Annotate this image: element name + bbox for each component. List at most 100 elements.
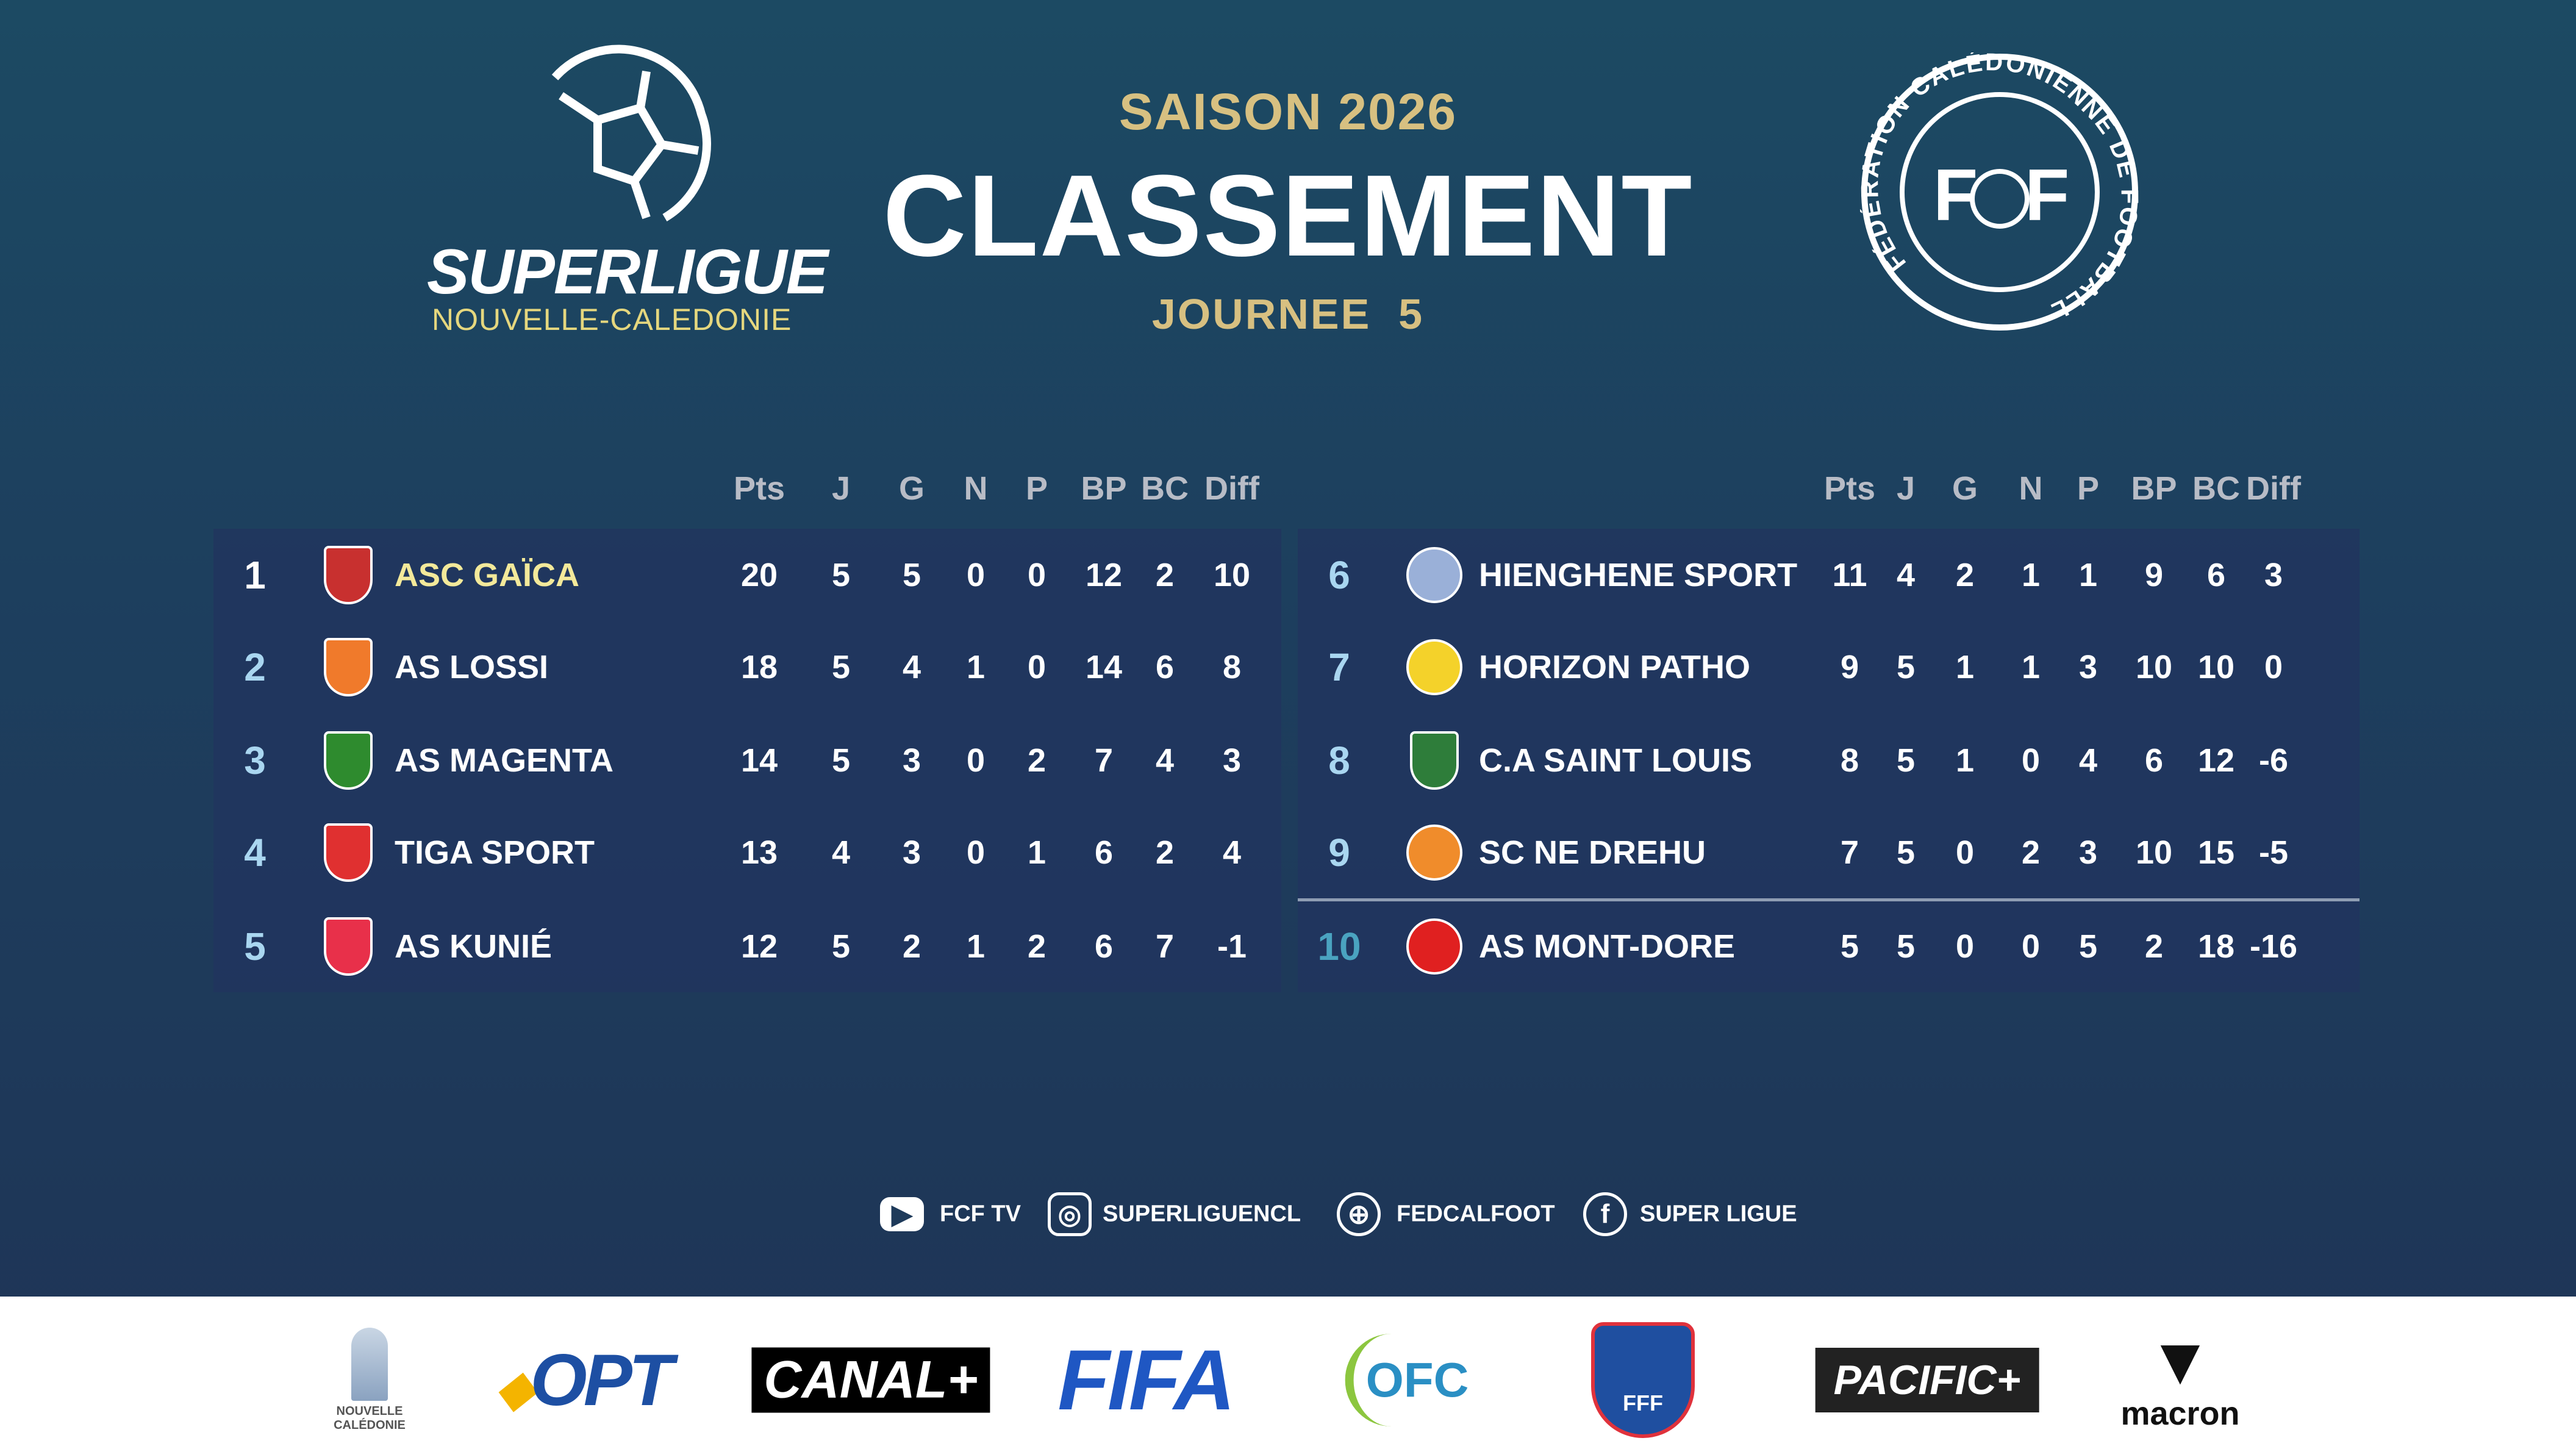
matchday-label: JOURNEE 5 <box>1151 290 1425 338</box>
stat-g: 0 <box>1955 928 1975 965</box>
stat-bc: 4 <box>1155 742 1175 779</box>
team-rank: 7 <box>1328 645 1350 689</box>
stat-p: 1 <box>1027 834 1046 871</box>
team-name: HORIZON PATHO <box>1479 649 1750 685</box>
stat-bc: 2 <box>1155 834 1175 871</box>
social-label: FEDCALFOOT <box>1397 1201 1555 1227</box>
stat-bc: 18 <box>2197 928 2235 965</box>
stat-diff: 8 <box>1222 649 1242 685</box>
team-name: TIGA SPORT <box>395 834 595 871</box>
stat-p: 5 <box>2078 928 2098 965</box>
stat-p: 4 <box>2078 742 2098 779</box>
stat-bp: 6 <box>1094 834 1114 871</box>
stat-j: 5 <box>1896 742 1916 779</box>
stat-pts: 12 <box>740 928 778 965</box>
team-name: ASC GAÏCA <box>395 557 580 593</box>
column-header-p: P <box>1025 470 1048 507</box>
instagram-icon: ◎ <box>1048 1192 1092 1236</box>
column-header-g: G <box>898 470 925 507</box>
globe-icon: ⊕ <box>1337 1192 1381 1236</box>
stat-bc: 7 <box>1155 928 1175 965</box>
tiga-crest-icon <box>324 823 373 882</box>
svg-text:F: F <box>2025 154 2069 236</box>
stat-g: 3 <box>902 742 921 779</box>
mont-dore-crest-icon <box>1406 918 1462 975</box>
stat-pts: 9 <box>1840 649 1859 685</box>
stat-p: 3 <box>2078 649 2098 685</box>
stat-p: 2 <box>1027 742 1046 779</box>
sponsor-fff: FFF <box>1591 1322 1695 1438</box>
relegation-divider <box>1298 898 2360 901</box>
stat-g: 1 <box>1955 649 1975 685</box>
lossi-crest-icon <box>324 638 373 696</box>
stat-n: 0 <box>966 557 986 593</box>
ne-drehu-crest-icon <box>1406 825 1462 881</box>
stat-g: 0 <box>1955 834 1975 871</box>
kunie-crest-icon <box>324 917 373 976</box>
column-header-diff: Diff <box>1204 470 1259 507</box>
stat-diff: 3 <box>2264 557 2283 593</box>
saint-louis-crest-icon <box>1410 731 1459 790</box>
superligue-logo: SUPERLIGUE NOUVELLE-CALEDONIE <box>427 41 828 340</box>
season-label: SAISON 2026 <box>1118 83 1458 140</box>
stat-pts: 18 <box>740 649 778 685</box>
team-rank: 6 <box>1328 553 1350 597</box>
stat-j: 5 <box>1896 649 1916 685</box>
team-rank: 5 <box>244 925 266 968</box>
stat-g: 2 <box>902 928 921 965</box>
stat-diff: -5 <box>2258 834 2289 871</box>
column-header-diff: Diff <box>2246 470 2301 507</box>
page-title: CLASSEMENT <box>882 151 1694 281</box>
gaica-crest-icon <box>324 546 373 604</box>
team-rank: 4 <box>244 831 266 875</box>
team-rank: 2 <box>244 645 266 689</box>
stat-pts: 8 <box>1840 742 1859 779</box>
league-region: NOUVELLE-CALEDONIE <box>432 302 792 337</box>
stat-p: 1 <box>2078 557 2098 593</box>
column-header-pts: Pts <box>1823 470 1876 507</box>
team-name: SC NE DREHU <box>1479 834 1706 871</box>
stat-n: 1 <box>966 649 986 685</box>
stat-n: 1 <box>2021 649 2041 685</box>
team-name: HIENGHENE SPORT <box>1479 557 1798 593</box>
team-rank: 1 <box>244 553 266 597</box>
stat-diff: 3 <box>1222 742 1242 779</box>
horizon-crest-icon <box>1406 639 1462 695</box>
stat-n: 0 <box>2021 928 2041 965</box>
stat-n: 0 <box>2021 742 2041 779</box>
stat-g: 1 <box>1955 742 1975 779</box>
sponsor-opt: ◆OPT <box>496 1339 673 1421</box>
magenta-crest-icon <box>324 731 373 790</box>
team-name: AS LOSSI <box>395 649 549 685</box>
column-header-p: P <box>2077 470 2100 507</box>
youtube-icon: ▶ <box>880 1197 924 1231</box>
sponsor-gouvernement: NOUVELLE CALÉDONIE <box>333 1328 406 1433</box>
stat-j: 4 <box>831 834 851 871</box>
column-header-j: J <box>831 470 851 507</box>
stat-bc: 6 <box>2206 557 2226 593</box>
column-header-bc: BC <box>1141 470 1189 507</box>
stat-pts: 20 <box>740 557 778 593</box>
stat-bp: 7 <box>1094 742 1114 779</box>
league-name: SUPERLIGUE <box>427 237 828 307</box>
social-label: SUPERLIGUENCL <box>1103 1201 1301 1227</box>
stat-pts: 14 <box>740 742 778 779</box>
stat-bp: 6 <box>1094 928 1114 965</box>
stat-diff: -6 <box>2258 742 2289 779</box>
social-label: FCF TV <box>940 1201 1021 1227</box>
stat-bp: 10 <box>2135 834 2173 871</box>
team-name: C.A SAINT LOUIS <box>1479 742 1753 779</box>
stat-bp: 14 <box>1085 649 1123 685</box>
column-header-j: J <box>1896 470 1916 507</box>
stat-j: 5 <box>831 557 851 593</box>
team-rank: 3 <box>244 739 266 782</box>
column-header-bc: BC <box>2192 470 2240 507</box>
stat-bc: 12 <box>2197 742 2235 779</box>
stat-bc: 6 <box>1155 649 1175 685</box>
sponsor-bar <box>0 1297 2576 1449</box>
stat-n: 1 <box>966 928 986 965</box>
stat-pts: 7 <box>1840 834 1859 871</box>
team-name: AS MONT-DORE <box>1479 928 1736 965</box>
hienghene-crest-icon <box>1406 547 1462 603</box>
column-header-n: N <box>964 470 988 507</box>
